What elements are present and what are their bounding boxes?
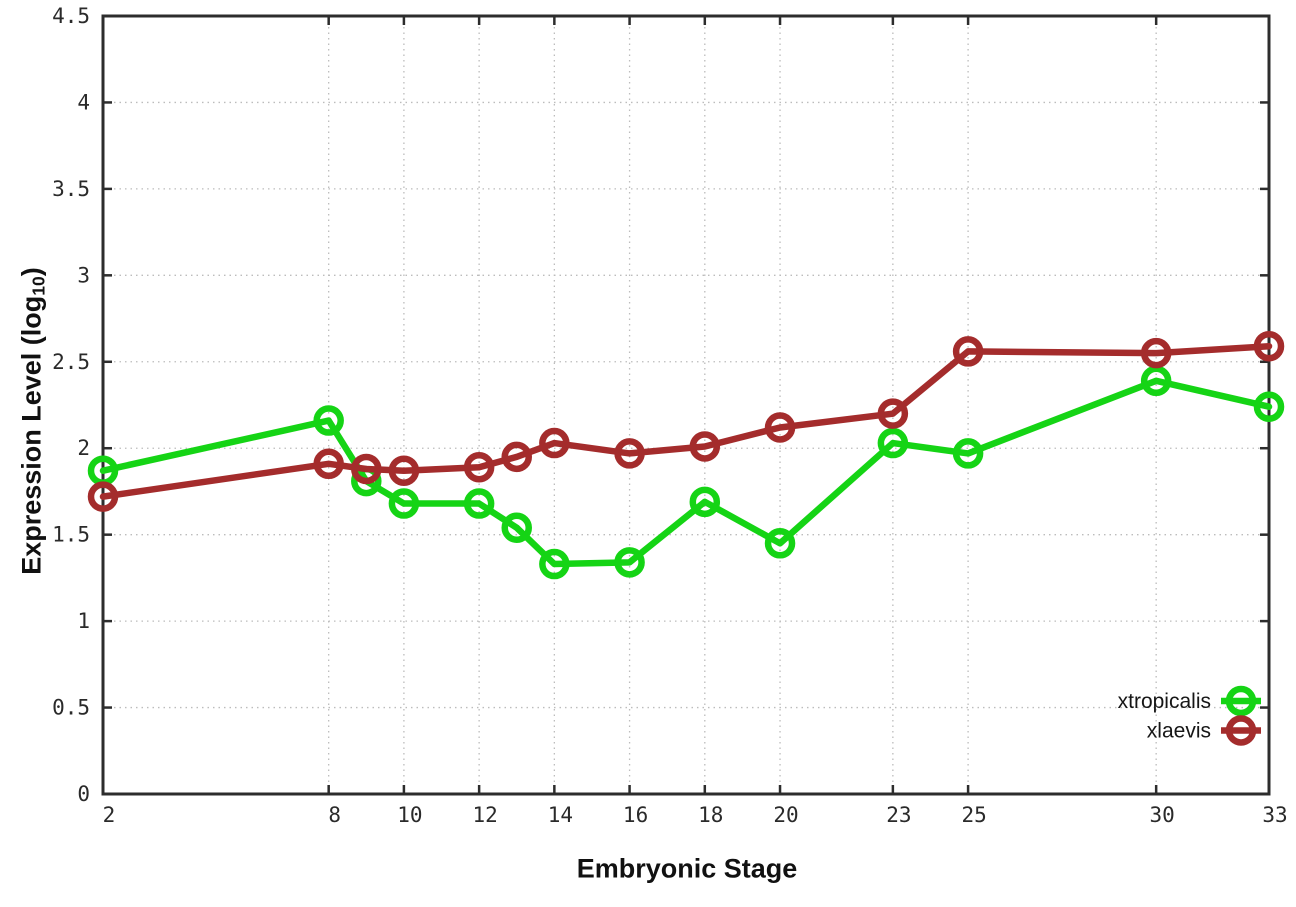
- xlaevis-marker: [539, 427, 570, 459]
- x-tick-label: 23: [886, 803, 911, 827]
- legend-item-xlaevis: xlaevis: [1147, 715, 1261, 746]
- y-tick-label: 2: [77, 436, 90, 460]
- y-tick-labels: 0 0.5 1 1.5 2 2.5 3 3.5 4 4.5: [52, 4, 90, 806]
- x-tick-label: 10: [397, 803, 422, 827]
- xtropicalis-marker: [689, 486, 721, 518]
- y-tick-label: 0.5: [52, 696, 90, 720]
- y-tick-label: 0: [77, 782, 90, 806]
- x-tick-label: 14: [548, 803, 573, 827]
- xlaevis-marker: [501, 441, 532, 473]
- xlaevis-marker: [952, 336, 984, 367]
- legend-marker-sample: [1225, 715, 1257, 746]
- xtropicalis-marker: [952, 438, 984, 469]
- x-tick-label: 20: [773, 803, 798, 827]
- xlaevis-marker: [313, 448, 344, 480]
- xtropicalis-marker: [877, 427, 909, 459]
- x-tick-label: 33: [1262, 803, 1287, 827]
- xlaevis-marker: [463, 451, 495, 483]
- xtropicalis-marker: [1253, 391, 1285, 422]
- y-axis-title-prefix: Expression Level (log: [16, 295, 47, 575]
- xtropicalis-marker: [614, 547, 645, 578]
- x-tick-label: 18: [698, 803, 723, 827]
- x-tick-label: 2: [103, 803, 116, 827]
- xtropicalis-series: [87, 365, 1285, 580]
- y-tick-label: 2.5: [52, 350, 90, 374]
- legend-label: xtropicalis: [1118, 690, 1211, 713]
- y-tick-label: 3.5: [52, 177, 90, 201]
- xlaevis-line: [99, 342, 1273, 500]
- legend: xtropicalis xlaevis: [1118, 685, 1261, 746]
- legend-label: xlaevis: [1147, 720, 1211, 743]
- x-tick-label: 12: [472, 803, 497, 827]
- y-tick-label: 3: [77, 263, 90, 287]
- xtropicalis-marker: [1140, 365, 1172, 397]
- x-tick-label: 30: [1150, 803, 1175, 827]
- y-tick-label: 1.5: [52, 523, 90, 547]
- x-tick-labels: 2 8 10 12 14 16 18 20 23 25 30 33: [103, 803, 1288, 827]
- y-axis-title-subscript: 10: [28, 276, 49, 296]
- y-tick-label: 4.5: [52, 4, 90, 28]
- y-axis-title-suffix: ): [16, 267, 47, 277]
- xlaevis-marker: [764, 412, 796, 443]
- x-tick-label: 16: [623, 803, 648, 827]
- xtropicalis-marker: [764, 528, 796, 559]
- x-tick-label: 25: [961, 803, 986, 827]
- xtropicalis-marker: [463, 488, 495, 519]
- xlaevis-marker: [877, 398, 909, 429]
- xlaevis-marker: [388, 455, 420, 486]
- y-tick-label: 4: [77, 90, 90, 114]
- xlaevis-marker: [1253, 330, 1285, 362]
- xtropicalis-marker: [539, 548, 570, 580]
- xlaevis-marker: [1140, 337, 1172, 369]
- tick-marks: [101, 14, 1271, 796]
- xlaevis-marker: [87, 481, 119, 512]
- xtropicalis-marker: [313, 405, 344, 436]
- x-axis-title: Embryonic Stage: [576, 853, 798, 884]
- xlaevis-marker: [689, 431, 721, 462]
- xtropicalis-marker: [501, 512, 532, 544]
- y-tick-label: 1: [77, 609, 90, 633]
- xlaevis-marker: [614, 438, 645, 469]
- legend-item-xtropicalis: xtropicalis: [1118, 685, 1261, 717]
- xtropicalis-marker: [388, 488, 420, 519]
- x-tick-label: 8: [328, 803, 341, 827]
- xlaevis-marker: [351, 453, 382, 485]
- xlaevis-series: [87, 330, 1285, 512]
- y-axis-title: Expression Level (log10): [16, 267, 49, 575]
- legend-marker-sample: [1225, 685, 1257, 717]
